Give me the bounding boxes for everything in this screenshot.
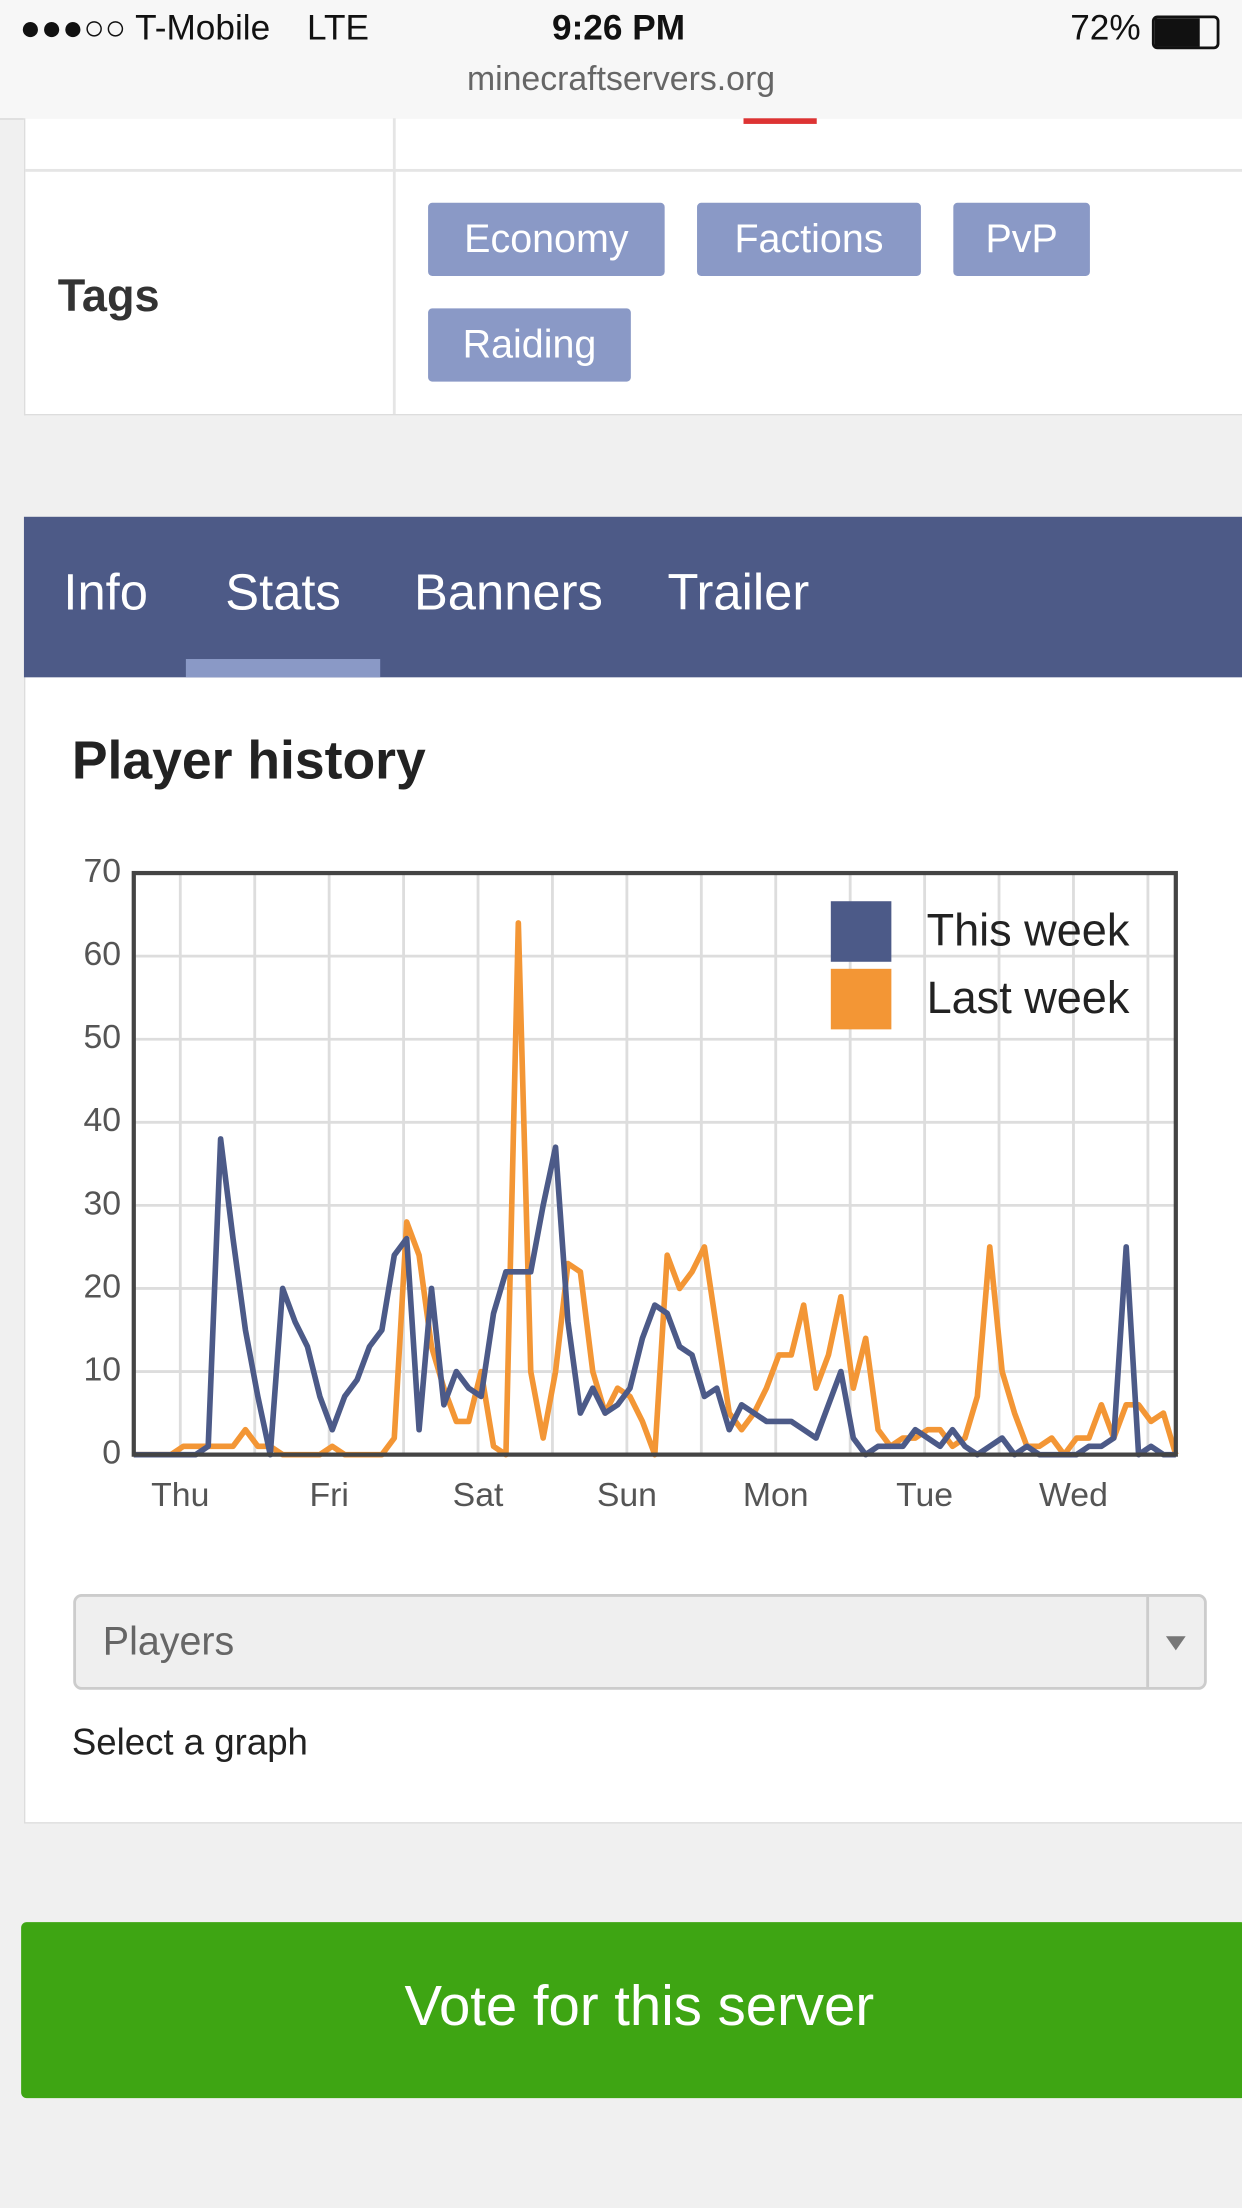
row-divider <box>25 168 1242 172</box>
chart: 0 10 20 30 40 50 60 70 Thu Fri Sat Sun Mon Tue Wed This… <box>84 852 1179 1514</box>
active-tab-indicator <box>185 659 381 678</box>
legend-swatch <box>830 901 892 962</box>
y-tick-label: 60 <box>84 935 122 973</box>
flag-edge <box>743 118 817 124</box>
select-help: Select a graph <box>71 1720 308 1764</box>
carrier: ●●●○○ T-Mobile <box>19 8 271 48</box>
series-line <box>133 1136 1176 1458</box>
x-tick-label: Thu <box>151 1476 209 1514</box>
info-table: Tags Economy Factions PvP Raiding <box>23 118 1242 416</box>
x-tick-label: Tue <box>896 1476 953 1514</box>
row-label: Tags <box>57 270 160 322</box>
tag[interactable]: Economy <box>428 202 665 276</box>
tag[interactable]: Factions <box>697 202 921 276</box>
tab[interactable]: Banners <box>413 563 603 621</box>
plot-frame <box>131 870 1178 1457</box>
select-divider <box>1146 1596 1150 1687</box>
y-tick-label: 70 <box>84 852 122 890</box>
legend-swatch <box>830 968 892 1030</box>
network: LTE <box>306 8 369 48</box>
y-tick-label: 50 <box>84 1018 122 1056</box>
tab[interactable]: Stats <box>225 563 341 621</box>
time: 9:26 PM <box>551 8 686 48</box>
section-title: Player history <box>71 732 426 792</box>
vote-label: Vote for this server <box>404 1975 875 2038</box>
select-arrow <box>1165 1636 1186 1651</box>
x-tick-label: Wed <box>1039 1476 1108 1514</box>
x-tick-label: Sun <box>597 1476 657 1514</box>
legend-label: This week <box>927 905 1130 956</box>
legend-label: Last week <box>927 972 1130 1023</box>
y-tick-label: 40 <box>84 1101 122 1139</box>
x-tick-label: Mon <box>743 1476 809 1514</box>
x-tick-label: Fri <box>309 1476 348 1514</box>
select-value: Players <box>102 1619 235 1664</box>
tag[interactable]: PvP <box>953 202 1090 276</box>
battery-icon <box>1151 15 1220 50</box>
tab[interactable]: Trailer <box>667 563 810 621</box>
tab[interactable]: Info <box>63 563 148 621</box>
graph-select[interactable]: Players <box>73 1594 1207 1690</box>
y-tick-label: 10 <box>84 1350 122 1388</box>
battery: 72% <box>1070 8 1141 48</box>
y-tick-label: 0 <box>102 1434 121 1472</box>
y-tick-label: 30 <box>84 1184 122 1222</box>
x-tick-label: Sat <box>453 1476 504 1514</box>
tag[interactable]: Raiding <box>428 308 631 382</box>
y-tick-label: 20 <box>84 1267 122 1305</box>
status-bar: ●●●○○ T-Mobile LTE 9:26 PM 72% minecraft… <box>0 0 1242 120</box>
url: minecraftservers.org <box>466 60 775 99</box>
tab-bar <box>23 516 1242 678</box>
vote-button[interactable]: Vote for this server <box>21 1922 1242 2099</box>
col-divider <box>392 118 396 414</box>
